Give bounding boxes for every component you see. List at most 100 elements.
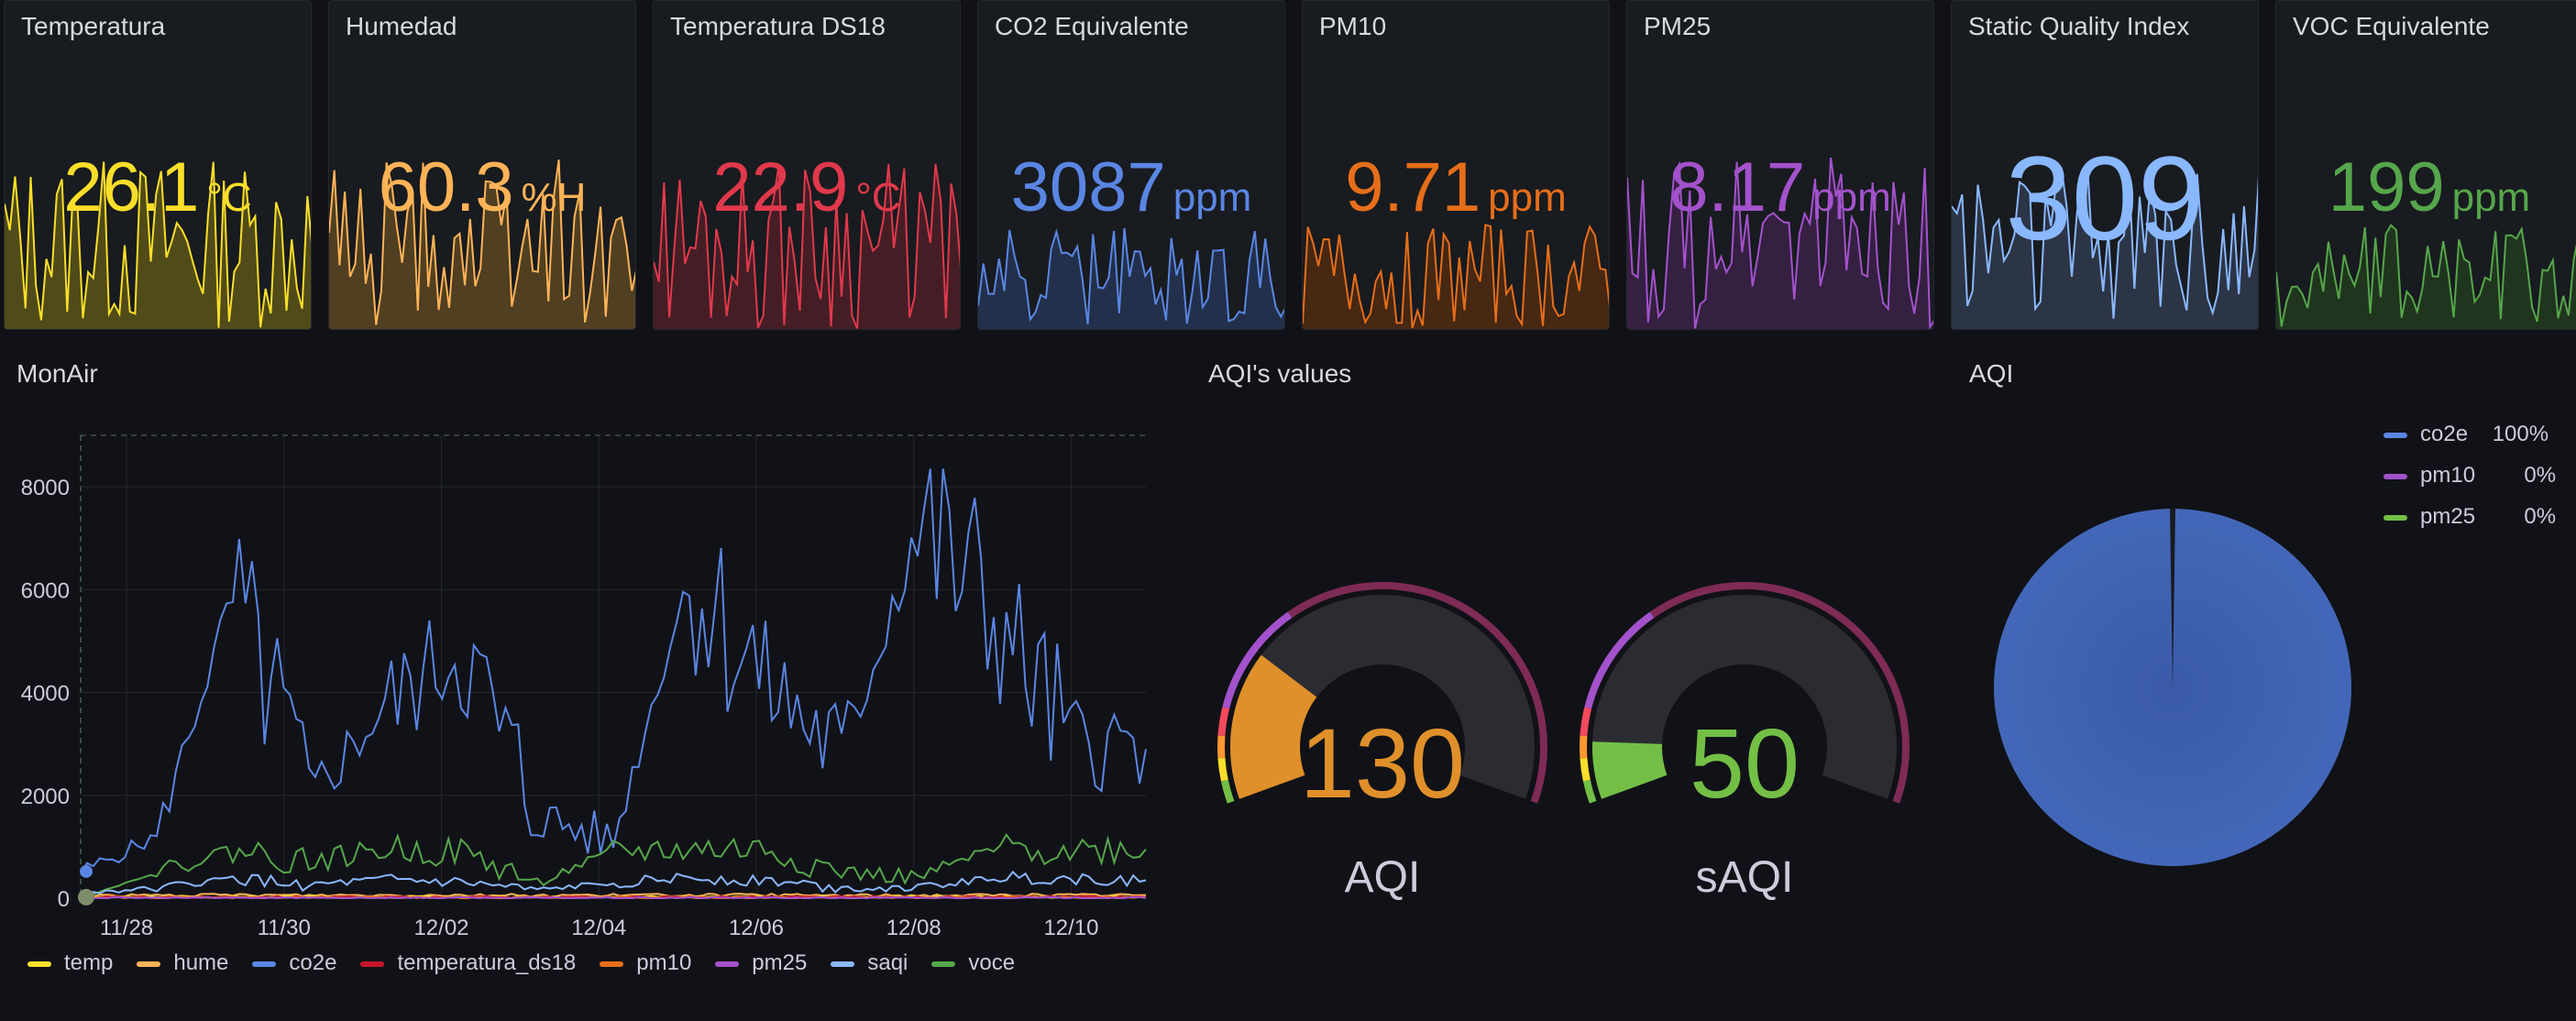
stat-title: Humedad bbox=[346, 12, 457, 40]
stat-unit: ppm bbox=[2451, 175, 2531, 220]
stat-number: 199 bbox=[2328, 148, 2445, 226]
legend-label: co2e bbox=[289, 950, 337, 975]
x-tick-label: 11/28 bbox=[100, 916, 153, 940]
legend-label: saqi bbox=[867, 950, 908, 975]
legend-swatch bbox=[2383, 473, 2407, 479]
x-tick-label: 12/06 bbox=[729, 916, 784, 940]
legend-swatch bbox=[831, 961, 855, 967]
legend-item-voce[interactable]: voce bbox=[931, 950, 1015, 976]
legend-swatch bbox=[28, 961, 51, 967]
stat-value: 9.71 ppm bbox=[1303, 148, 1609, 227]
stat-panel-7[interactable]: VOC Equivalente 199 ppm bbox=[2275, 0, 2576, 330]
series-line-hume bbox=[80, 893, 1147, 898]
stat-sparkline bbox=[5, 161, 311, 329]
series-start-marker bbox=[80, 864, 93, 878]
gauge-track bbox=[1592, 594, 1897, 799]
pie-legend-item-pm25[interactable]: pm25 0% bbox=[2383, 504, 2556, 545]
pie-legend-label: pm25 bbox=[2420, 504, 2476, 529]
legend-item-temp[interactable]: temp bbox=[28, 950, 113, 976]
stat-unit: ppm bbox=[1172, 175, 1252, 220]
y-tick-label: 0 bbox=[58, 887, 70, 912]
stat-number: 3087 bbox=[1010, 148, 1166, 226]
pie-legend-item-co2e[interactable]: co2e 100% bbox=[2383, 422, 2556, 463]
stat-title: PM25 bbox=[1644, 12, 1712, 40]
legend-item-co2e[interactable]: co2e bbox=[252, 950, 336, 976]
stat-title: VOC Equivalente bbox=[2293, 12, 2490, 40]
stat-title: Temperatura DS18 bbox=[670, 12, 886, 40]
series-start-marker bbox=[78, 888, 94, 906]
stat-sparkline bbox=[1303, 224, 1609, 329]
stat-panel-3[interactable]: CO2 Equivalente 3087 ppm bbox=[977, 0, 1285, 330]
stat-unit: %H bbox=[521, 175, 587, 220]
stat-panel-6[interactable]: Static Quality Index 309 bbox=[1951, 0, 2259, 330]
gauge-threshold-band bbox=[1649, 582, 1910, 804]
stat-value: 8.17 ppm bbox=[1627, 148, 1933, 227]
legend-item-hume[interactable]: hume bbox=[137, 950, 228, 976]
y-tick-label: 4000 bbox=[21, 682, 70, 707]
pie-legend-item-pm10[interactable]: pm10 0% bbox=[2383, 463, 2556, 504]
stat-value: 26.1 °C bbox=[5, 148, 311, 227]
series-line-co2e bbox=[80, 468, 1147, 875]
aqi-pie-title: AQI bbox=[1969, 359, 2014, 388]
stat-sparkline bbox=[978, 227, 1284, 329]
gauge-threshold-band bbox=[1217, 757, 1228, 782]
series-line-voce bbox=[80, 832, 1147, 899]
gauge-threshold-band bbox=[1220, 779, 1235, 804]
stat-value: 3087 ppm bbox=[978, 148, 1284, 227]
stat-panel-1[interactable]: Humedad 60.3 %H bbox=[328, 0, 636, 330]
series-line-saqi bbox=[80, 870, 1147, 895]
x-tick-label: 11/30 bbox=[258, 916, 311, 940]
gauge-fill bbox=[1230, 654, 1317, 799]
stat-unit: °C bbox=[206, 175, 252, 220]
legend-swatch bbox=[137, 961, 161, 967]
gauge-fill bbox=[1592, 741, 1668, 799]
legend-swatch bbox=[931, 961, 956, 967]
pie-legend-label: co2e bbox=[2420, 422, 2469, 446]
pie-legend-percent: 100% bbox=[2492, 422, 2549, 446]
stat-panel-0[interactable]: Temperatura 26.1 °C bbox=[4, 0, 312, 330]
pie-legend-percent: 0% bbox=[2524, 504, 2557, 529]
gauge-label: sAQI bbox=[1695, 853, 1794, 902]
stat-panel-4[interactable]: PM10 9.71 ppm bbox=[1302, 0, 1610, 330]
series-line-pm25 bbox=[80, 895, 1147, 900]
gauge-track bbox=[1230, 594, 1535, 799]
gauge-threshold-band bbox=[1582, 779, 1597, 804]
gauge-label: AQI bbox=[1344, 853, 1421, 902]
legend-label: pm25 bbox=[752, 950, 808, 975]
gauge-threshold-band bbox=[1217, 707, 1230, 737]
legend-label: temperatura_ds18 bbox=[397, 950, 577, 975]
monair-legend: temp hume co2e temperatura_ds18 pm10 pm25 saqi… bbox=[28, 950, 1039, 976]
legend-item-temperatura_ds18[interactable]: temperatura_ds18 bbox=[360, 950, 576, 976]
stat-value: 309 bbox=[1952, 129, 2258, 267]
stat-panel-5[interactable]: PM25 8.17 ppm bbox=[1626, 0, 1934, 330]
stat-unit: ppm bbox=[1812, 175, 1891, 220]
legend-swatch bbox=[2383, 432, 2407, 438]
stat-sparkline bbox=[654, 163, 960, 329]
monair-chart[interactable]: 0 2000 4000 6000 8000 11/28 11/30 12/02 12/04 12/… bbox=[0, 403, 1164, 1017]
stat-sparkline bbox=[1952, 164, 2258, 329]
stat-number: 26.1 bbox=[63, 148, 200, 226]
monair-panel[interactable]: MonAir bbox=[0, 348, 1164, 1021]
y-tick-label: 6000 bbox=[21, 578, 70, 603]
stat-value: 199 ppm bbox=[2276, 148, 2576, 227]
stat-unit: ppm bbox=[1488, 175, 1567, 220]
pie-slice-gap bbox=[2170, 509, 2175, 687]
x-tick-label: 12/08 bbox=[886, 916, 941, 940]
stat-number: 9.71 bbox=[1345, 148, 1481, 226]
monair-title: MonAir bbox=[17, 359, 98, 388]
legend-label: pm10 bbox=[636, 950, 692, 975]
stat-panel-2[interactable]: Temperatura DS18 22.9 °C bbox=[653, 0, 961, 330]
gauge-threshold-band bbox=[1580, 757, 1591, 782]
legend-item-pm10[interactable]: pm10 bbox=[600, 950, 691, 976]
stat-title: Temperatura bbox=[21, 12, 166, 40]
aqi-pie-chart[interactable] bbox=[1980, 495, 2365, 880]
legend-swatch bbox=[600, 961, 624, 967]
legend-swatch bbox=[715, 961, 740, 967]
stat-title: CO2 Equivalente bbox=[995, 12, 1189, 40]
x-tick-label: 12/02 bbox=[413, 916, 468, 940]
gauge-value: 50 bbox=[1689, 708, 1800, 818]
legend-item-pm25[interactable]: pm25 bbox=[715, 950, 807, 976]
legend-label: hume bbox=[173, 950, 229, 975]
legend-item-saqi[interactable]: saqi bbox=[831, 950, 908, 976]
stat-sparkline bbox=[2276, 224, 2576, 329]
